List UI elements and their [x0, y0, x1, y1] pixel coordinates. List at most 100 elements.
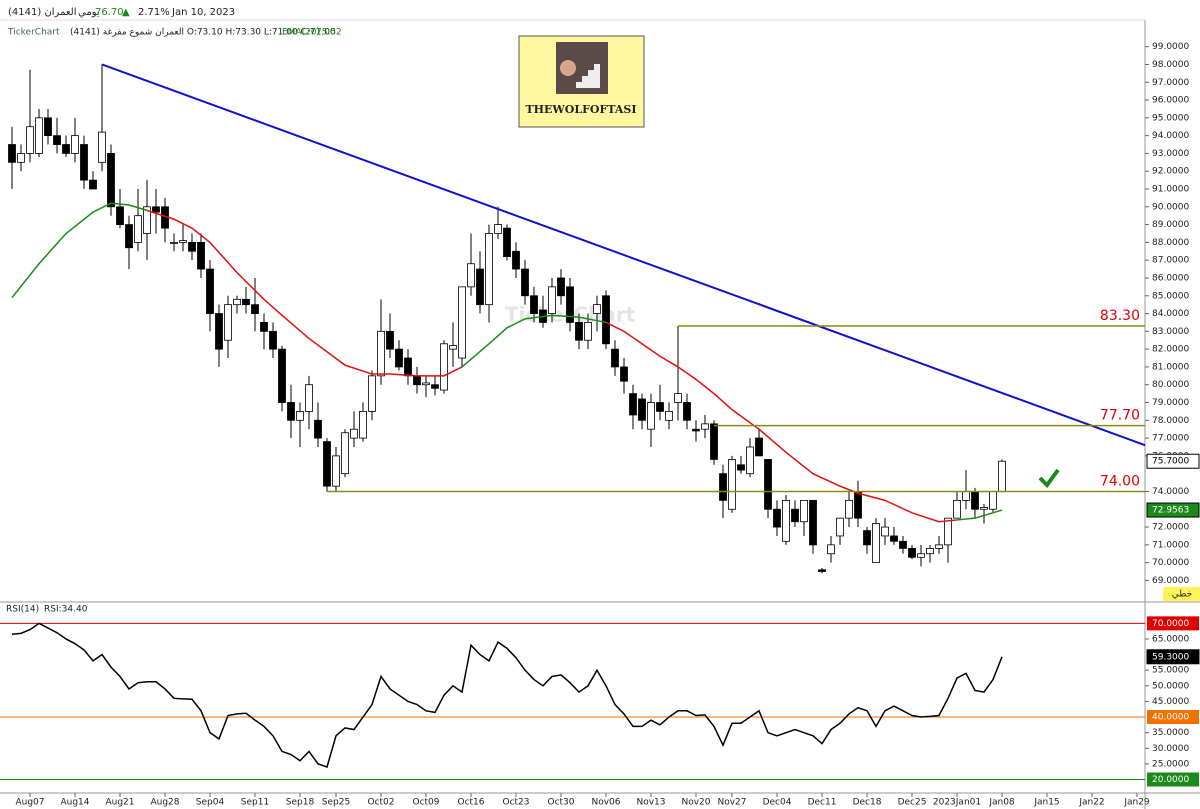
price-marker: [1146, 502, 1200, 518]
logo-hand: [560, 60, 576, 76]
price-marker-label: 59.3000: [1152, 652, 1189, 662]
candle-body: [233, 298, 241, 306]
candle-body: [449, 345, 457, 350]
y-tick-label: 95.0000: [1152, 113, 1189, 123]
y-tick-label: 65.0000: [1152, 634, 1189, 644]
x-tick-label: 2023Jan01: [933, 798, 981, 808]
x-tick-label: Aug07: [15, 798, 44, 808]
level-label: 74.00: [1100, 473, 1140, 489]
checkmark: [1038, 468, 1060, 489]
candle-body: [647, 402, 655, 430]
candle-body: [134, 215, 142, 243]
x-tick-label: Oct23: [502, 798, 529, 808]
candle-body: [881, 526, 889, 537]
candle-body: [863, 530, 871, 546]
candle-body: [44, 117, 52, 137]
candle-body: [611, 348, 619, 368]
candle-body: [179, 240, 187, 243]
x-tick-label: Sep25: [322, 798, 350, 808]
x-tick-label: Jan08: [988, 798, 1015, 808]
candle-body: [368, 375, 376, 412]
candle-body: [107, 153, 115, 208]
candle-body: [998, 460, 1006, 492]
candle-body: [377, 330, 385, 377]
ema-line: [11, 202, 148, 299]
candle-body: [89, 179, 97, 190]
x-tick-label: Nov13: [636, 798, 665, 808]
x-tick-label: Oct16: [457, 798, 484, 808]
candle-body: [962, 491, 970, 501]
y-tick-label: 83.0000: [1152, 327, 1189, 337]
candle-body: [728, 459, 736, 510]
y-tick-label: 35.0000: [1152, 728, 1189, 738]
y-tick-label: 72.0000: [1152, 523, 1189, 533]
candle-body: [746, 446, 754, 475]
candle-body: [503, 227, 511, 258]
candle-body: [575, 322, 583, 341]
candle-body: [845, 499, 853, 519]
y-tick-label: 85.0000: [1152, 291, 1189, 301]
candle-body: [314, 419, 322, 439]
candle-body: [953, 499, 961, 519]
x-tick-label: Dec04: [763, 798, 792, 808]
period: يومي: [78, 7, 100, 18]
x-tick-label: Aug14: [60, 798, 89, 808]
candle-body: [143, 206, 151, 234]
y-tick-label: 77.0000: [1152, 434, 1189, 444]
candle-body: [629, 393, 637, 416]
candle-body: [467, 263, 475, 288]
candle-body: [404, 357, 412, 377]
y-tick-label: 45.0000: [1152, 697, 1189, 707]
candle-body: [440, 343, 448, 391]
candle-body: [548, 286, 556, 314]
candle-body: [422, 382, 430, 386]
candle-body: [854, 491, 862, 519]
candle-body: [809, 499, 817, 546]
candle-body: [710, 423, 718, 460]
x-tick-label: Aug28: [150, 798, 179, 808]
candle-body: [827, 544, 835, 555]
ema-name: EMA(20): [282, 28, 320, 38]
candle-body: [980, 507, 988, 510]
candle-body: [971, 491, 979, 510]
candle-body: [683, 402, 691, 421]
candle-body: [692, 428, 700, 432]
candle-body: [701, 423, 709, 430]
y-tick-label: 70.0000: [1152, 558, 1189, 568]
y-tick-label: 98.0000: [1152, 60, 1189, 70]
candle-body: [755, 437, 763, 457]
candle-body: [80, 144, 88, 181]
logo: THEWOLFOFTASI: [518, 35, 645, 128]
rsi-title: RSI(14): [6, 605, 39, 615]
candle-body: [431, 384, 439, 389]
candle-body: [206, 268, 214, 314]
candle-body: [638, 398, 646, 421]
candle-body: [791, 508, 799, 523]
candle-body: [332, 455, 340, 487]
candle-body: [188, 241, 196, 252]
y-tick-label: 86.0000: [1152, 273, 1189, 283]
scale-mode-box: [1163, 587, 1200, 601]
ema-line: [461, 314, 607, 368]
level-label: 83.30: [1100, 308, 1140, 324]
candle-body: [773, 508, 781, 528]
candle-body: [323, 441, 331, 487]
y-tick-label: 93.0000: [1152, 149, 1189, 159]
ema-line: [605, 321, 958, 523]
change: 2.71%: [138, 7, 170, 18]
candle-body: [764, 459, 772, 510]
scale-mode: خطي: [1172, 590, 1192, 600]
candle-body: [566, 286, 574, 323]
x-tick-label: Jan29: [1123, 798, 1150, 808]
candle-body: [251, 304, 259, 314]
candle-body: [215, 313, 223, 350]
candle-body: [170, 241, 178, 244]
description: العمران شموع مفرغة (4141) O:73.10 H:73.3…: [70, 28, 336, 38]
price-marker: [1146, 649, 1200, 665]
level-marker: [1147, 616, 1199, 631]
candle-body: [116, 206, 124, 225]
logo-bars: [576, 64, 600, 88]
candle-body: [62, 144, 70, 154]
candle-body: [872, 523, 880, 564]
candle-body: [818, 569, 826, 572]
